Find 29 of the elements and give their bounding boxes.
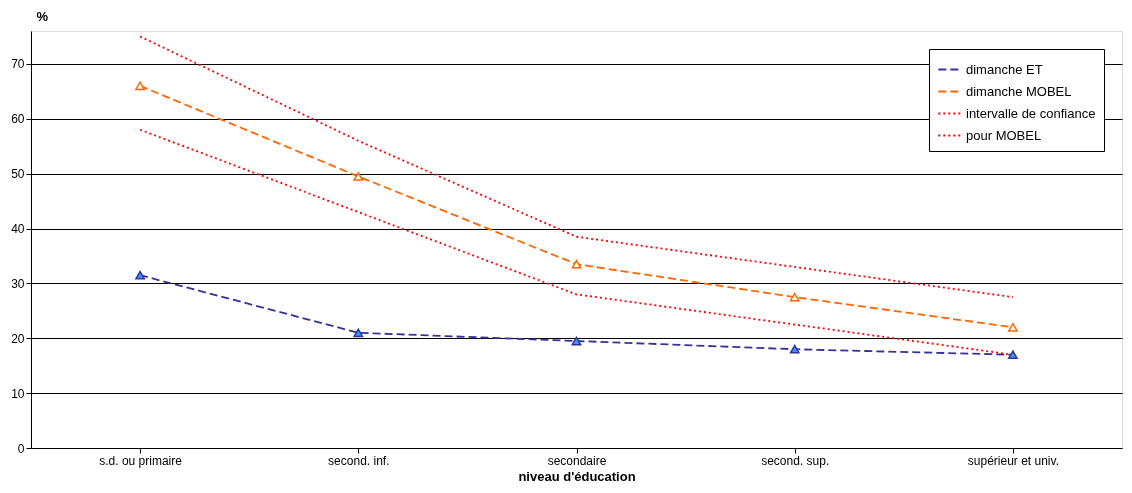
legend-label: dimanche ET (966, 61, 1043, 77)
y-tick-label: 40 (11, 222, 25, 237)
point (353, 328, 364, 338)
x-tick-label: second. inf. (328, 453, 390, 468)
x-tick-label: second. sup. (761, 453, 830, 468)
y-tick-label: 60 (11, 112, 25, 127)
point (1007, 350, 1018, 360)
legend-label: dimanche MOBEL (966, 83, 1072, 99)
point (571, 336, 582, 346)
legend-label: pour MOBEL (966, 127, 1042, 143)
y-axis-title: % (36, 8, 49, 24)
y-tick-label: 10 (11, 386, 25, 401)
x-axis-title: niveau d'éducation (518, 468, 636, 484)
y-tick-label: 70 (11, 57, 25, 72)
point (135, 270, 146, 280)
point (789, 344, 800, 354)
point (1007, 322, 1018, 332)
point (353, 172, 364, 181)
y-tick-label: 30 (11, 276, 25, 291)
point (135, 81, 146, 91)
x-tick-label: s.d. ou primaire (99, 453, 183, 468)
x-tick-label: supérieur et univ. (967, 453, 1059, 468)
x-tick-label: secondaire (547, 453, 607, 468)
point (571, 259, 582, 269)
y-tick-label: 20 (11, 331, 25, 346)
y-tick-label: 0 (17, 441, 25, 456)
point (789, 292, 800, 302)
y-tick-label: 50 (11, 167, 25, 182)
legend-label: intervalle de confiance (966, 105, 1096, 121)
